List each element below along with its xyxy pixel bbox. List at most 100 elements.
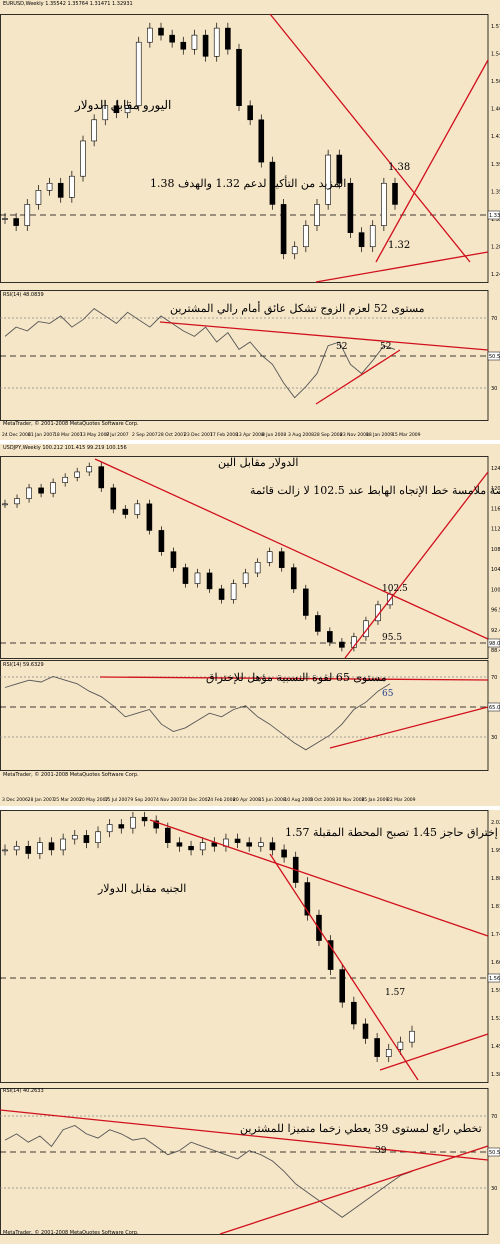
eurusd-copyright: MetaTrader, © 2001-2008 MetaQuotes Softw… xyxy=(3,421,139,427)
price-axis-label: 1.8135 xyxy=(491,904,500,910)
candle xyxy=(46,182,53,191)
candle xyxy=(141,816,148,822)
candle xyxy=(13,845,20,851)
price-axis-marker xyxy=(487,210,500,220)
gbpusd-annotation: بعد نجاح إختراق حاجز 1.45 تصبح المحطة ال… xyxy=(285,826,500,839)
gbpusd-level-157: 1.57 xyxy=(385,988,406,998)
candle xyxy=(199,842,206,851)
date-axis-label: 17 Feb 2008 xyxy=(210,432,238,438)
price-axis-label: 88.43 xyxy=(491,648,500,654)
price-axis-highlight: 98.05 xyxy=(489,641,500,647)
price-axis-label: 1.2850 xyxy=(491,244,500,250)
rsi-axis-label: 70 xyxy=(491,1114,497,1120)
candle xyxy=(225,27,231,50)
date-axis-label: 4 Nov 2007 xyxy=(156,797,182,803)
candle xyxy=(180,41,187,50)
candle xyxy=(236,48,242,106)
candle xyxy=(147,27,153,43)
date-axis-label: 28 Jan 2007 xyxy=(28,797,55,803)
candle xyxy=(385,1049,392,1057)
candle xyxy=(13,218,19,226)
candle xyxy=(302,588,309,616)
candle xyxy=(254,562,261,574)
trendline-3 xyxy=(159,321,489,351)
trendline-1 xyxy=(375,59,489,263)
trendline-2 xyxy=(315,251,489,283)
candle xyxy=(74,471,80,478)
candle xyxy=(242,572,249,584)
price-axis-marker xyxy=(487,973,500,983)
usdjpy-annotation: فرصة ملامسة خط الإتجاه الهابط عند 102.5 … xyxy=(250,484,500,497)
trendline-1 xyxy=(344,471,489,659)
candle xyxy=(60,838,66,851)
candle xyxy=(351,1001,357,1025)
trendline-0 xyxy=(149,819,489,937)
candle xyxy=(191,34,198,50)
candle xyxy=(50,482,56,494)
date-axis-label: 20 Apr 2008 xyxy=(233,797,261,803)
candle xyxy=(369,225,376,248)
usdjpy-level-1025: 102.5 xyxy=(382,584,408,594)
gbpusd-chart: 2.0295 1.9575 1.8855 1.8135 1.7415 1.6695 1.59… xyxy=(0,810,500,1244)
candle xyxy=(2,503,8,506)
rsi-axis-label: 30 xyxy=(491,386,497,392)
candle xyxy=(381,182,387,226)
candle xyxy=(347,182,354,233)
eurusd-rsi-level-b: 52 xyxy=(380,342,392,352)
usdjpy-svg: 124.79 120.75 116.71 112.67 108.63 104.59 100.… xyxy=(0,456,500,803)
rsi-line xyxy=(4,1124,413,1218)
rsi-axis-marker xyxy=(487,702,500,712)
usdjpy-copyright: MetaTrader, © 2001-2008 MetaQuotes Softw… xyxy=(3,772,139,778)
candle xyxy=(95,831,101,843)
eurusd-svg: 1.5770 1.5405 1.5040 1.4675 1.4310 1.3945 1.35… xyxy=(0,13,500,438)
candle xyxy=(188,845,194,851)
date-axis-label: 21 Jan 2007 xyxy=(28,432,55,438)
candle xyxy=(281,849,287,858)
rsi-axis-label: 30 xyxy=(491,735,497,741)
candle xyxy=(246,842,252,847)
eurusd-rsi-level-a: 52 xyxy=(336,342,348,352)
candle xyxy=(339,969,346,1003)
price-axis-label: 1.6695 xyxy=(491,960,500,966)
date-axis-label: 13 May 2007 xyxy=(80,432,109,438)
candle xyxy=(37,842,43,854)
candle xyxy=(134,503,141,515)
trendline-3 xyxy=(0,1109,489,1161)
rsi-axis-marker xyxy=(487,1147,500,1157)
candle xyxy=(169,34,175,43)
price-frame xyxy=(0,810,489,1083)
trendline-3 xyxy=(329,706,489,749)
price-axis-label: 1.3580 xyxy=(491,189,500,195)
candle xyxy=(339,641,345,648)
rsi-axis-label: 70 xyxy=(491,675,497,681)
eurusd-title: اليورو مقابل الدولار xyxy=(75,98,172,112)
candle xyxy=(258,842,264,847)
candle xyxy=(358,232,365,248)
candle xyxy=(266,551,273,563)
price-axis-label: 112.67 xyxy=(491,527,500,533)
date-axis-label: 10 Aug 2008 xyxy=(284,797,313,803)
date-axis-label: 9 Sep 2007 xyxy=(130,797,156,803)
candle xyxy=(280,204,287,255)
candle xyxy=(38,487,44,494)
candle xyxy=(2,218,8,220)
price-axis-label: 108.63 xyxy=(491,547,500,553)
candle xyxy=(24,204,31,226)
date-axis-label: 30 Nov 2008 xyxy=(336,797,365,803)
rsi-line xyxy=(4,676,391,751)
candle xyxy=(202,34,209,57)
candle xyxy=(290,567,297,590)
candle xyxy=(278,551,285,568)
date-axis-label: 24 Feb 2008 xyxy=(207,797,235,803)
candle xyxy=(269,842,276,851)
date-axis-label: 30 Dec 2007 xyxy=(182,797,211,803)
rsi-axis-highlight: 65.03 xyxy=(489,705,500,711)
price-axis-label: 1.8855 xyxy=(491,876,500,882)
candle xyxy=(362,1023,369,1039)
date-axis-label: 5 Oct 2008 xyxy=(310,797,335,803)
trendline-2 xyxy=(379,1033,489,1071)
price-axis-label: 1.5040 xyxy=(491,79,500,85)
date-axis-label: 18 Jan 2009 xyxy=(366,432,393,438)
trendline-4 xyxy=(315,349,401,405)
eurusd-annotation: المزيد من التأكيد لدعم 1.32 والهدف 1.38 xyxy=(150,177,347,190)
